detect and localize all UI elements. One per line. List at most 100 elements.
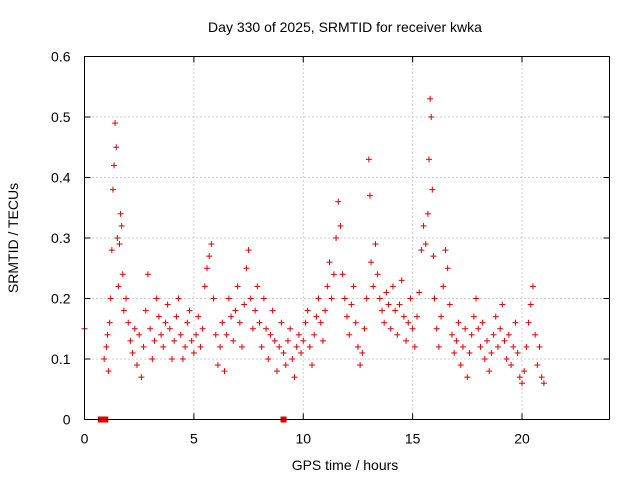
- data-point: [208, 241, 215, 248]
- data-point: [464, 374, 471, 381]
- data-point: [389, 283, 396, 290]
- data-point: [276, 343, 283, 350]
- data-point: [193, 331, 200, 338]
- data-point: [225, 295, 232, 302]
- chart-title: Day 330 of 2025, SRMTID for receiver kwk…: [208, 19, 482, 35]
- data-point: [440, 283, 447, 290]
- data-point: [534, 362, 541, 369]
- data-point: [339, 271, 346, 278]
- data-point: [416, 289, 423, 296]
- data-point: [525, 319, 532, 326]
- data-point: [114, 235, 121, 241]
- data-point: [317, 319, 324, 326]
- data-point: [115, 283, 122, 290]
- data-point: [241, 301, 248, 308]
- data-point: [368, 259, 375, 266]
- data-point: [435, 343, 442, 350]
- data-point: [125, 319, 132, 326]
- data-point: [430, 253, 437, 260]
- data-point: [236, 319, 243, 326]
- data-point: [451, 349, 458, 356]
- data-point: [479, 319, 486, 326]
- data-point: [309, 362, 315, 369]
- x-tick-label: 5: [190, 431, 198, 447]
- data-point: [298, 349, 305, 356]
- data-point: [162, 319, 169, 326]
- data-point: [111, 162, 118, 169]
- data-point: [219, 319, 226, 326]
- y-tick-label: 0.3: [51, 230, 71, 246]
- data-point: [304, 307, 311, 314]
- data-point: [540, 380, 547, 387]
- data-point: [151, 337, 158, 344]
- data-point: [328, 295, 335, 302]
- data-point: [486, 368, 493, 375]
- data-point: [365, 156, 372, 163]
- data-point: [499, 301, 506, 308]
- data-point: [249, 325, 256, 332]
- grid-lines: [84, 56, 610, 420]
- data-point: [484, 337, 490, 344]
- data-point: [179, 356, 186, 362]
- data-point: [468, 331, 475, 338]
- data-point: [313, 313, 320, 320]
- data-point: [403, 337, 410, 344]
- data-point: [438, 313, 445, 320]
- data-point: [442, 247, 449, 254]
- data-point: [293, 343, 300, 350]
- data-point: [230, 337, 237, 344]
- data-point: [374, 271, 381, 278]
- data-point: [256, 319, 263, 326]
- data-point: [379, 307, 385, 314]
- data-point: [519, 380, 525, 387]
- data-point: [477, 343, 484, 350]
- data-point: [190, 349, 197, 356]
- data-point: [429, 186, 436, 193]
- data-point: [422, 241, 429, 248]
- data-point: [119, 271, 126, 278]
- data-point: [120, 307, 127, 314]
- data-point: [459, 343, 466, 350]
- y-tick-label: 0: [63, 412, 71, 428]
- data-point: [138, 374, 145, 381]
- data-point: [405, 319, 412, 326]
- data-point: [106, 319, 113, 326]
- data-point: [214, 362, 221, 369]
- data-point: [103, 343, 110, 350]
- data-point: [278, 319, 285, 326]
- data-point: [245, 247, 252, 254]
- data-point: [407, 295, 414, 302]
- data-point: [287, 325, 294, 332]
- data-point: [109, 186, 116, 193]
- data-point: [398, 277, 405, 284]
- data-point: [341, 295, 348, 302]
- data-point: [350, 283, 357, 290]
- data-point: [184, 319, 191, 326]
- data-point: [529, 283, 536, 290]
- data-point: [164, 301, 171, 308]
- data-point: [284, 337, 291, 344]
- data-point: [131, 325, 138, 332]
- data-point: [116, 241, 123, 248]
- data-point: [204, 265, 210, 272]
- data-point: [221, 368, 228, 375]
- data-point: [274, 368, 280, 375]
- y-axis-label: SRMTID / TECUs: [5, 183, 21, 293]
- data-point: [195, 313, 202, 320]
- data-points: [81, 95, 547, 423]
- data-point: [153, 295, 160, 302]
- data-point: [166, 325, 173, 332]
- data-point: [142, 307, 149, 314]
- data-point: [497, 325, 504, 332]
- data-point: [490, 331, 497, 338]
- x-tick-label: 0: [81, 431, 89, 447]
- data-point: [232, 307, 239, 314]
- data-point: [289, 356, 296, 362]
- data-point: [514, 349, 521, 356]
- data-point: [457, 362, 464, 369]
- data-point: [512, 319, 519, 326]
- data-point: [333, 235, 340, 241]
- data-point: [171, 337, 178, 344]
- data-point: [265, 356, 272, 362]
- data-point: [475, 325, 482, 332]
